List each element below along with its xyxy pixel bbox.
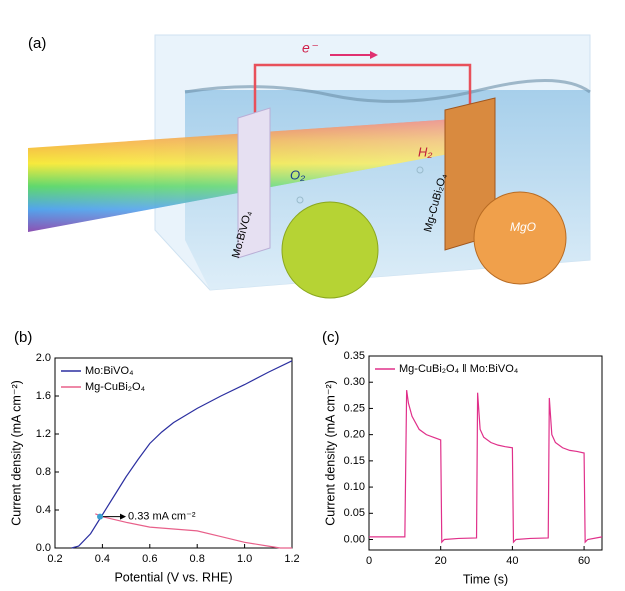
h2-label: H₂ bbox=[418, 144, 432, 159]
x-axis-label: Time (s) bbox=[463, 572, 508, 586]
y-tick-label: 0.25 bbox=[344, 402, 365, 414]
y-tick-label: 0.0 bbox=[36, 542, 51, 554]
legend-label: Mg-CuBi₂O₄ ‖ Mo:BiVO₄ bbox=[399, 363, 519, 375]
anode-plate bbox=[237, 107, 271, 259]
x-tick-label: 0.6 bbox=[142, 553, 157, 565]
x-tick-label: 1.0 bbox=[237, 553, 252, 565]
y-tick-label: 0.10 bbox=[344, 481, 365, 493]
panel-label: (b) bbox=[14, 329, 32, 346]
y-tick-label: 0.30 bbox=[344, 376, 365, 388]
bubble bbox=[296, 196, 304, 204]
y-tick-label: 2.0 bbox=[36, 352, 51, 364]
y-tick-label: 0.05 bbox=[344, 507, 365, 519]
bubble bbox=[416, 166, 424, 174]
x-axis-label: Potential (V vs. RHE) bbox=[114, 570, 232, 584]
cathode-zoom bbox=[473, 191, 567, 285]
y-tick-label: 0.4 bbox=[36, 504, 51, 516]
data-line bbox=[71, 360, 293, 549]
annotation-label: 0.33 mA cm⁻² bbox=[128, 511, 196, 523]
legend-label: Mg-CuBi₂O₄ bbox=[85, 381, 146, 393]
x-tick-label: 1.2 bbox=[284, 553, 299, 565]
plot-frame bbox=[54, 357, 293, 549]
x-tick-label: 0.8 bbox=[190, 553, 205, 565]
mgo-label: MgO bbox=[510, 220, 536, 234]
annotation-arrowhead bbox=[120, 513, 127, 520]
y-axis-label: Current density (mA cm⁻²) bbox=[323, 380, 337, 526]
anode-zoom bbox=[281, 201, 379, 299]
y-tick-label: 1.2 bbox=[36, 428, 51, 440]
x-tick-label: 0 bbox=[366, 555, 372, 567]
o2-label: O₂ bbox=[290, 167, 305, 182]
data-line bbox=[95, 513, 292, 549]
x-tick-label: 0.2 bbox=[47, 553, 62, 565]
x-tick-label: 20 bbox=[435, 555, 447, 567]
y-tick-label: 0.20 bbox=[344, 429, 365, 441]
annotation-point bbox=[97, 513, 104, 520]
x-tick-label: 60 bbox=[578, 555, 590, 567]
y-tick-label: 0.8 bbox=[36, 466, 51, 478]
panel-label: (a) bbox=[28, 35, 46, 52]
y-tick-label: 0.15 bbox=[344, 455, 365, 467]
x-tick-label: 0.4 bbox=[95, 553, 110, 565]
electron-label: e⁻ bbox=[302, 40, 319, 56]
y-tick-label: 1.6 bbox=[36, 390, 51, 402]
y-axis-label: Current density (mA cm⁻²) bbox=[9, 380, 23, 526]
electron-arrowhead bbox=[370, 51, 378, 59]
y-tick-label: 0.35 bbox=[344, 350, 365, 362]
panel-label: (c) bbox=[322, 329, 340, 346]
data-line bbox=[369, 389, 603, 544]
y-tick-label: 0.00 bbox=[344, 533, 365, 545]
wire bbox=[253, 63, 472, 115]
plot-frame bbox=[368, 355, 603, 551]
x-tick-label: 40 bbox=[506, 555, 518, 567]
panel-a-illustration: (a) e⁻ O₂ H₂ Mo:BiVO₄ Mg-CuBi₂O₄ MgO bbox=[28, 34, 591, 299]
legend-label: Mo:BiVO₄ bbox=[85, 365, 134, 377]
